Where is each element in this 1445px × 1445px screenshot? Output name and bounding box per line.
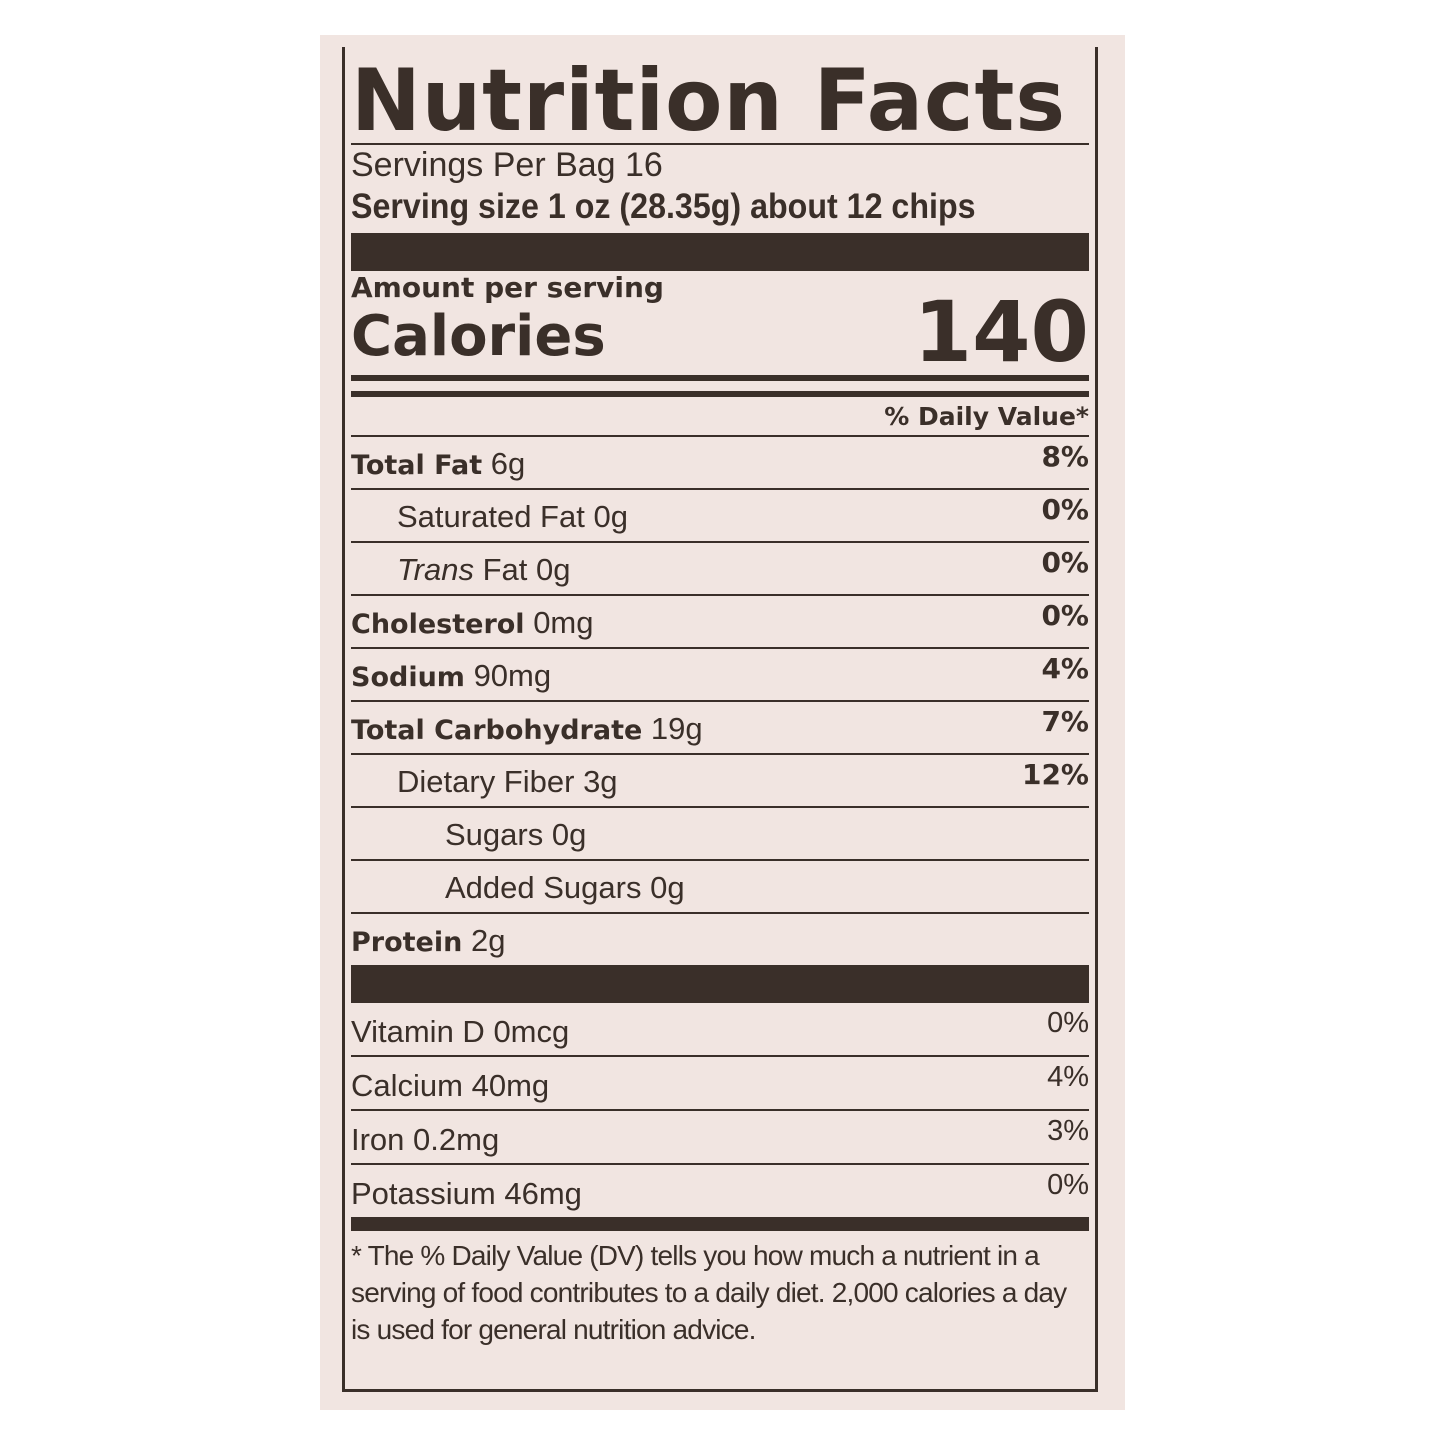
vitamin-row: Potassium 46mg 0% <box>351 1163 1089 1217</box>
vitamin-amount: 46mg <box>504 1176 582 1211</box>
vitamin-name: Potassium <box>351 1176 496 1211</box>
nutrient-amount: 0g <box>650 870 685 905</box>
vitamin-row: Iron 0.2mg 3% <box>351 1109 1089 1163</box>
thick-divider <box>351 233 1089 271</box>
nutrition-facts-panel: Nutrition Facts Servings Per Bag 16 Serv… <box>342 47 1098 1392</box>
nutrient-daily-value: 12% <box>1021 758 1089 791</box>
nutrition-label: Nutrition Facts Servings Per Bag 16 Serv… <box>320 35 1125 1410</box>
nutrient-row: Cholesterol 0mg 0% <box>351 594 1089 647</box>
nutrient-label: Sodium 90mg <box>351 649 551 700</box>
vitamin-list: Vitamin D 0mcg 0% Calcium 40mg 4% Iron 0.2mg… <box>351 1003 1089 1217</box>
nutrient-amount: 0g <box>593 499 628 534</box>
vitamin-amount: 40mg <box>471 1068 550 1103</box>
vitamin-label: Calcium 40mg <box>351 1057 549 1109</box>
medium-divider <box>351 375 1089 381</box>
calories-label: Calories <box>351 304 606 369</box>
nutrient-daily-value: 0% <box>1041 493 1089 526</box>
medium-divider <box>351 391 1089 397</box>
thick-divider <box>351 965 1089 1003</box>
nutrient-label: Saturated Fat 0g <box>351 490 628 541</box>
nutrient-label: Added Sugars 0g <box>351 861 685 912</box>
calories-value: 140 <box>913 283 1089 381</box>
nutrient-label: Total Carbohydrate 19g <box>351 702 703 753</box>
nutrient-name: Dietary Fiber <box>397 764 575 799</box>
nutrient-amount: 3g <box>583 764 618 799</box>
nutrient-amount: 2g <box>470 923 506 958</box>
nutrient-name: Total Fat <box>351 450 483 481</box>
nutrient-row: Saturated Fat 0g 0% <box>351 488 1089 541</box>
vitamin-row: Vitamin D 0mcg 0% <box>351 1003 1089 1055</box>
nutrient-label: Total Fat 6g <box>351 437 525 488</box>
nutrient-name: Added Sugars <box>445 870 642 905</box>
nutrient-row: Protein 2g <box>351 912 1089 965</box>
vitamin-amount: 0.2mg <box>413 1122 500 1157</box>
divider <box>351 143 1089 145</box>
footnote: * The % Daily Value (DV) tells you how m… <box>351 1240 1067 1345</box>
nutrient-name: Sugars <box>445 817 544 852</box>
vitamin-daily-value: 4% <box>1047 1061 1089 1093</box>
servings-per-container: Servings Per Bag 16 <box>351 146 663 184</box>
vitamin-daily-value: 0% <box>1047 1007 1089 1039</box>
nutrient-daily-value: 7% <box>1041 705 1089 738</box>
vitamin-label: Iron 0.2mg <box>351 1111 499 1163</box>
nutrient-list: Total Fat 6g 8% Saturated Fat 0g 0% Trans Fa… <box>351 435 1089 965</box>
nutrient-name: Total Carbohydrate <box>351 715 643 746</box>
nutrient-daily-value: 0% <box>1041 546 1089 579</box>
nutrient-name: Trans <box>397 552 474 587</box>
nutrient-row: Total Fat 6g 8% <box>351 435 1089 488</box>
nutrient-name: Cholesterol <box>351 609 525 640</box>
nutrient-name: Sodium <box>351 662 465 693</box>
nutrient-daily-value: 8% <box>1041 440 1089 473</box>
nutrient-label: Sugars 0g <box>351 808 586 859</box>
amount-per-serving: Amount per serving <box>351 271 664 304</box>
nutrient-amount: 19g <box>650 711 703 746</box>
nutrient-amount: 0g <box>536 552 571 587</box>
thick-divider <box>351 1217 1089 1231</box>
vitamin-label: Potassium 46mg <box>351 1165 582 1217</box>
calories-row: Calories 140 <box>351 290 1089 374</box>
vitamin-name: Vitamin D <box>351 1014 485 1049</box>
nutrient-name: Protein <box>351 927 463 958</box>
serving-size: Serving size 1 oz (28.35g) about 12 chip… <box>351 187 976 226</box>
nutrient-daily-value: 4% <box>1041 652 1089 685</box>
nutrient-label: Trans Fat 0g <box>351 543 570 594</box>
nutrient-row: Sodium 90mg 4% <box>351 647 1089 700</box>
nutrient-row: Dietary Fiber 3g 12% <box>351 753 1089 806</box>
vitamin-amount: 0mcg <box>493 1014 570 1049</box>
nutrient-label: Dietary Fiber 3g <box>351 755 618 806</box>
vitamin-row: Calcium 40mg 4% <box>351 1055 1089 1109</box>
nutrient-daily-value: 0% <box>1041 599 1089 632</box>
nutrient-name-suffix: Fat <box>482 552 528 587</box>
nutrient-amount: 0g <box>551 817 587 852</box>
nutrient-amount: 6g <box>490 446 526 481</box>
nutrient-label: Protein 2g <box>351 914 505 965</box>
nutrient-label: Cholesterol 0mg <box>351 596 594 647</box>
nutrient-amount: 0mg <box>533 605 594 640</box>
nutrient-row: Sugars 0g <box>351 806 1089 859</box>
vitamin-name: Calcium <box>351 1068 463 1103</box>
nutrient-row: Trans Fat 0g 0% <box>351 541 1089 594</box>
label-title: Nutrition Facts <box>351 51 1066 151</box>
nutrient-name: Saturated Fat <box>397 499 585 534</box>
vitamin-label: Vitamin D 0mcg <box>351 1003 569 1055</box>
vitamin-daily-value: 3% <box>1047 1115 1089 1147</box>
vitamin-daily-value: 0% <box>1047 1169 1089 1201</box>
nutrient-row: Added Sugars 0g <box>351 859 1089 912</box>
nutrient-row: Total Carbohydrate 19g 7% <box>351 700 1089 753</box>
daily-value-header: % Daily Value* <box>884 402 1089 431</box>
vitamin-name: Iron <box>351 1122 405 1157</box>
nutrient-amount: 90mg <box>473 658 552 693</box>
